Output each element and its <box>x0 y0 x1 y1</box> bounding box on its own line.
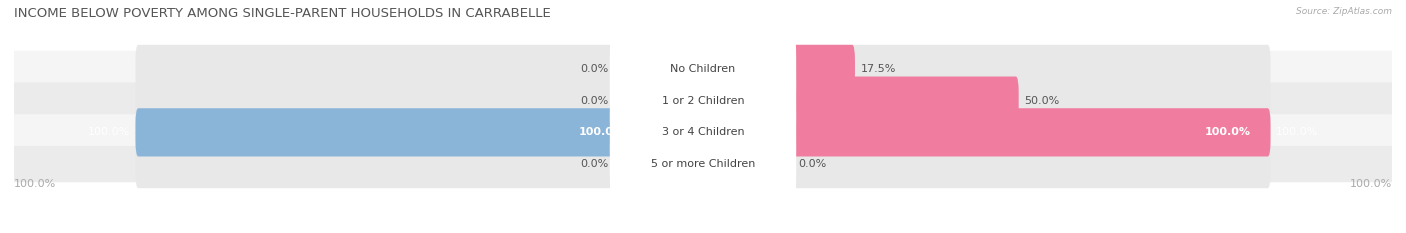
FancyBboxPatch shape <box>14 82 1392 119</box>
FancyBboxPatch shape <box>761 140 794 188</box>
FancyBboxPatch shape <box>761 45 855 93</box>
Text: 50.0%: 50.0% <box>1025 96 1060 106</box>
Text: INCOME BELOW POVERTY AMONG SINGLE-PARENT HOUSEHOLDS IN CARRABELLE: INCOME BELOW POVERTY AMONG SINGLE-PARENT… <box>14 7 551 20</box>
FancyBboxPatch shape <box>761 76 1019 125</box>
FancyBboxPatch shape <box>135 140 645 188</box>
FancyBboxPatch shape <box>612 76 645 125</box>
Text: 100.0%: 100.0% <box>14 179 56 189</box>
FancyBboxPatch shape <box>612 140 645 188</box>
FancyBboxPatch shape <box>135 108 645 157</box>
Text: 0.0%: 0.0% <box>797 159 827 169</box>
FancyBboxPatch shape <box>135 45 645 93</box>
Text: 100.0%: 100.0% <box>1277 127 1319 137</box>
FancyBboxPatch shape <box>14 114 1392 151</box>
FancyBboxPatch shape <box>612 45 645 93</box>
Text: Source: ZipAtlas.com: Source: ZipAtlas.com <box>1296 7 1392 16</box>
Text: 0.0%: 0.0% <box>579 96 609 106</box>
Text: 100.0%: 100.0% <box>579 127 626 137</box>
Text: 5 or more Children: 5 or more Children <box>651 159 755 169</box>
Text: 1 or 2 Children: 1 or 2 Children <box>662 96 744 106</box>
Text: 3 or 4 Children: 3 or 4 Children <box>662 127 744 137</box>
FancyBboxPatch shape <box>610 82 796 182</box>
FancyBboxPatch shape <box>610 114 796 214</box>
Text: 100.0%: 100.0% <box>1205 127 1251 137</box>
FancyBboxPatch shape <box>135 76 645 125</box>
Text: 0.0%: 0.0% <box>579 64 609 74</box>
FancyBboxPatch shape <box>761 108 1271 157</box>
Text: 0.0%: 0.0% <box>579 159 609 169</box>
Text: 100.0%: 100.0% <box>1350 179 1392 189</box>
FancyBboxPatch shape <box>610 19 796 119</box>
Text: 17.5%: 17.5% <box>860 64 896 74</box>
FancyBboxPatch shape <box>610 51 796 151</box>
FancyBboxPatch shape <box>761 45 1271 93</box>
Text: 100.0%: 100.0% <box>87 127 129 137</box>
FancyBboxPatch shape <box>14 146 1392 182</box>
FancyBboxPatch shape <box>761 108 1271 157</box>
FancyBboxPatch shape <box>14 51 1392 87</box>
Text: No Children: No Children <box>671 64 735 74</box>
FancyBboxPatch shape <box>761 76 1271 125</box>
FancyBboxPatch shape <box>135 108 645 157</box>
FancyBboxPatch shape <box>761 140 1271 188</box>
